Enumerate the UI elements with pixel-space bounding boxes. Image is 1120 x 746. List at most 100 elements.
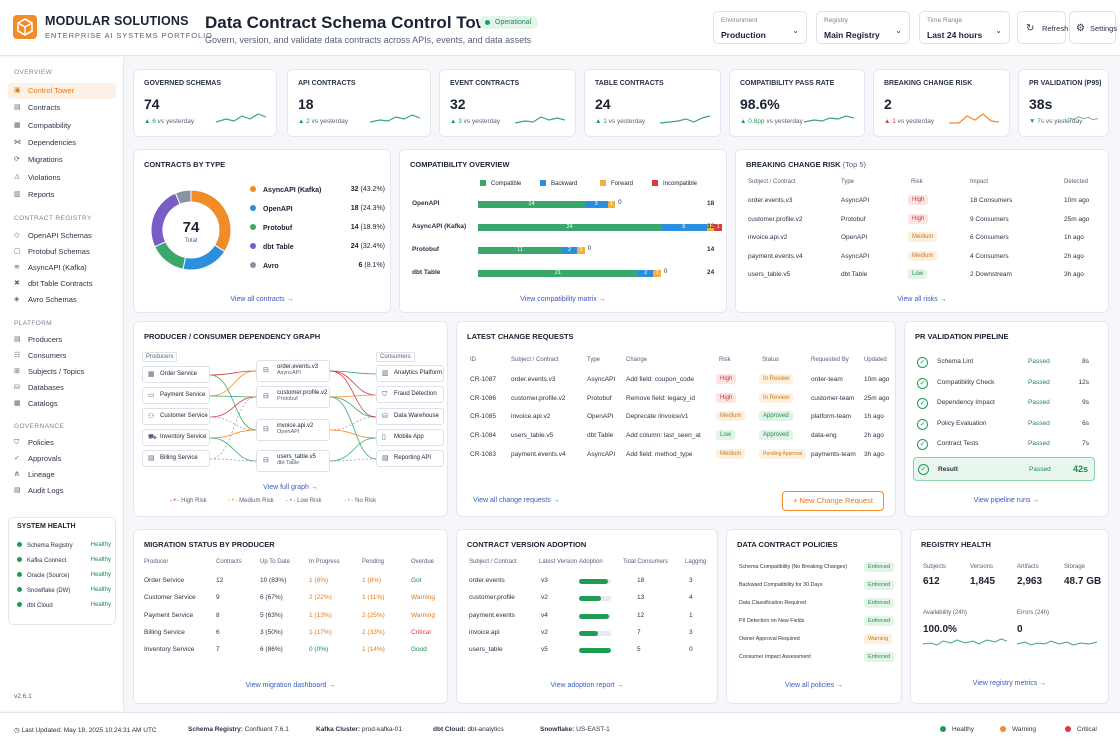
producer-node[interactable]: ⚇ Customer Service — [142, 408, 210, 425]
sidebar-item-violations[interactable]: ⚠ Violations — [8, 170, 116, 186]
refresh-button[interactable]: ↻ Refresh — [1017, 11, 1068, 44]
service-status: Healthy — [90, 557, 111, 563]
result-label: Result — [938, 466, 958, 473]
risk-badge: High — [716, 374, 737, 384]
view-all-policies-link[interactable]: View all policies → — [784, 682, 844, 689]
legend-count: 14 (18.9%) — [351, 224, 385, 231]
view-compatibility-matrix-link[interactable]: View compatibility matrix → — [520, 296, 606, 303]
new-change-request-button[interactable]: + New Change Request — [782, 491, 884, 511]
sidebar-item-avro[interactable]: ◈ Avro Schemas — [8, 292, 116, 308]
sidebar-item-control-tower[interactable]: ▣ Control Tower — [8, 83, 116, 99]
sidebar-item-contracts[interactable]: ▤ Contracts — [8, 100, 116, 116]
risk-cell: Protobuf — [841, 215, 866, 223]
kpi-delta-value: ▲ 2 — [298, 118, 310, 125]
brand-name: MODULAR SOLUTIONS — [45, 14, 189, 28]
view-adoption-report-link[interactable]: View adoption report → — [550, 682, 624, 689]
catalog-icon: ▦ — [14, 400, 21, 407]
adoption-fill — [579, 596, 602, 602]
contract-node[interactable]: ⊟ order.events.v3 AsyncAPI — [256, 360, 330, 382]
card-title: DATA CONTRACT POLICIES — [737, 540, 838, 549]
sidebar-section-platform: PLATFORM — [14, 320, 53, 327]
migration-cell: 10 (83%) — [260, 577, 287, 584]
shield-icon: ⛉ — [14, 439, 20, 446]
sidebar-item-databases[interactable]: ⛁ Databases — [8, 380, 116, 396]
consumer-icon: ▤ — [382, 455, 389, 462]
legend-label: Healthy — [952, 726, 975, 733]
kpi-value: 98.6% — [740, 96, 780, 112]
view-all-change-requests-link[interactable]: View all change requests → — [473, 497, 560, 504]
sidebar-item-label: Approvals — [28, 454, 62, 463]
environment-select[interactable]: Environment Production ⌄ — [713, 11, 807, 44]
consumer-node[interactable]: ⛉ Fraud Detection — [376, 386, 444, 403]
sidebar-item-label: Compatibility — [28, 121, 71, 130]
node-label: Customer Service — [160, 413, 208, 419]
step-time: 8s — [1082, 358, 1089, 365]
time-range-select[interactable]: Time Range Last 24 hours ⌄ — [919, 11, 1010, 44]
node-name: invoice.api.v2 — [277, 423, 314, 429]
contract-node[interactable]: ⊟ users_table.v5 dbt Table — [256, 450, 330, 472]
producer-node[interactable]: ▦ Order Service — [142, 366, 210, 383]
change-cell: Add field: method_type — [626, 450, 693, 458]
adoption-name: customer.profile — [469, 594, 515, 602]
sidebar-item-migrations[interactable]: ⟳ Migrations — [8, 152, 116, 168]
environment-label: Environment — [721, 17, 758, 24]
policy-status: Enforced — [864, 616, 895, 626]
view-all-contracts-link[interactable]: View all contracts → — [230, 296, 294, 303]
refresh-icon: ↻ — [1026, 23, 1035, 34]
server-icon: ▤ — [14, 336, 21, 343]
change-cell: 1h ago — [864, 413, 884, 421]
adoption-lag: 1 — [689, 611, 693, 619]
adoption-total: 7 — [637, 628, 641, 636]
consumer-node[interactable]: ⛁ Data Warehouse — [376, 408, 444, 425]
brand[interactable]: MODULAR SOLUTIONS ENTERPRISE AI SYSTEMS … — [45, 14, 213, 40]
adoption-name: payment.events — [469, 611, 515, 619]
settings-button[interactable]: ⚙ Settings — [1069, 11, 1117, 44]
contract-node[interactable]: ⊟ invoice.api.v2 OpenAPI — [256, 419, 330, 441]
change-cell: CR-1086 — [470, 394, 497, 402]
sidebar-item-dbt[interactable]: ✖ dbt Table Contracts — [8, 276, 116, 292]
gear-icon: ⚙ — [1076, 23, 1085, 34]
view-all-risks-link[interactable]: View all risks → — [897, 296, 947, 303]
view-registry-metrics-link[interactable]: View registry metrics → — [972, 680, 1047, 687]
contract-node[interactable]: ⊟ customer.profile.v2 Protobuf — [256, 386, 330, 408]
view-pipeline-runs-link[interactable]: View pipeline runs → — [973, 497, 1040, 504]
sidebar-item-dependencies[interactable]: ⋈ Dependencies — [8, 135, 116, 151]
legend-label: Critical — [1077, 726, 1097, 733]
policy-status: Enforced — [864, 580, 895, 590]
view-migration-dashboard-link[interactable]: View migration dashboard → — [245, 682, 336, 689]
sidebar-item-reports[interactable]: ▥ Reports — [8, 187, 116, 203]
sidebar-item-approvals[interactable]: ✓ Approvals — [8, 451, 116, 467]
sidebar-item-producers[interactable]: ▤ Producers — [8, 332, 116, 348]
consumer-node[interactable]: ▯ Mobile App — [376, 429, 444, 446]
producer-node[interactable]: ▭ Payment Service — [142, 387, 210, 404]
sidebar-item-catalogs[interactable]: ▦ Catalogs — [8, 396, 116, 412]
step-status: Passed — [1028, 440, 1050, 447]
status-value: prod-kafka-01 — [361, 726, 402, 733]
sidebar-item-consumers[interactable]: ☷ Consumers — [8, 348, 116, 364]
kpi-card: TABLE CONTRACTS 24 ▲ 1 vs yesterday — [584, 69, 721, 137]
consumer-node[interactable]: ▤ Reporting API — [376, 450, 444, 467]
producer-node[interactable]: ⛟ Inventory Service — [142, 429, 210, 446]
legend-label: Compatible — [491, 181, 522, 187]
stat-value: 2,963 — [1017, 576, 1043, 587]
sidebar-item-subjects[interactable]: ⊞ Subjects / Topics — [8, 364, 116, 380]
sidebar-item-label: dbt Table Contracts — [28, 279, 93, 288]
graph-edge — [329, 416, 377, 431]
sidebar-item-label: OpenAPI Schemas — [28, 231, 92, 240]
sidebar-item-policies[interactable]: ⛉ Policies — [8, 435, 116, 451]
adoption-version: v4 — [541, 611, 548, 619]
sidebar-item-lineage[interactable]: ⋔ Lineage — [8, 467, 116, 483]
sidebar-item-compatibility[interactable]: ▦ Compatibility — [8, 118, 116, 134]
change-cell: 10m ago — [864, 376, 890, 383]
version-label: v2.6.1 — [14, 693, 32, 700]
sidebar-item-asyncapi[interactable]: ≋ AsyncAPI (Kafka) — [8, 260, 116, 276]
sidebar-item-audit-logs[interactable]: ▤ Audit Logs — [8, 483, 116, 499]
sidebar-item-protobuf[interactable]: ▢ Protobuf Schemas — [8, 244, 116, 260]
sidebar-item-openapi[interactable]: ◇ OpenAPI Schemas — [8, 228, 116, 244]
producer-node[interactable]: ▤ Billing Service — [142, 450, 210, 467]
view-full-graph-link[interactable]: View full graph → — [263, 484, 318, 491]
sidebar-item-label: Protobuf Schemas — [28, 247, 90, 256]
consumer-node[interactable]: ▥ Analytics Platform — [376, 365, 444, 382]
risk-cell: 3h ago — [1064, 271, 1084, 278]
registry-select[interactable]: Registry Main Registry ⌄ — [816, 11, 910, 44]
